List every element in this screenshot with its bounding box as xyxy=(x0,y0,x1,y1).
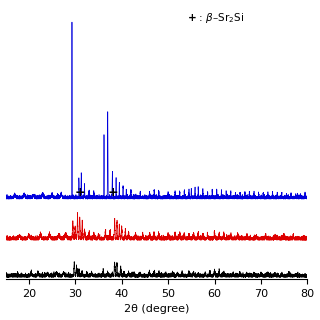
Text: +: + xyxy=(108,186,119,198)
Text: $\bf{+}$ : $\beta$–Sr$_2$Si: $\bf{+}$ : $\beta$–Sr$_2$Si xyxy=(187,11,244,25)
Text: +: + xyxy=(75,186,85,198)
X-axis label: 2θ (degree): 2θ (degree) xyxy=(124,304,189,315)
